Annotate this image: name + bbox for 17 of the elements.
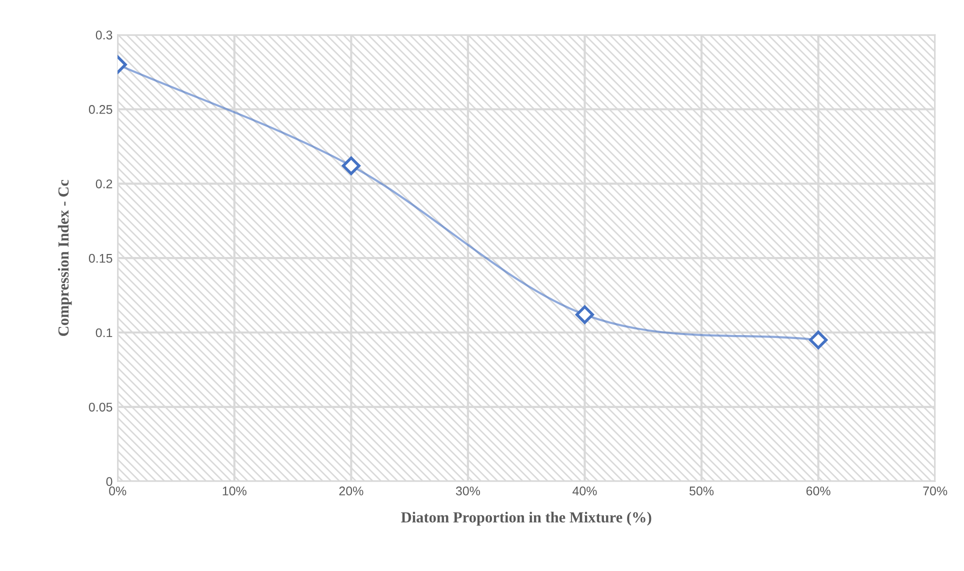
x-tick-label: 70% — [923, 486, 948, 496]
y-axis-title: Compression Index - Cc — [58, 180, 72, 336]
x-tick-label: 20% — [339, 486, 364, 496]
x-tick-label: 50% — [690, 486, 714, 496]
y-tick-label: 0.25 — [88, 105, 112, 114]
x-axis-title: Diatom Proportion in the Mixture (%) — [401, 512, 652, 526]
y-tick-label: 0.15 — [88, 254, 112, 263]
y-tick-label: 0.1 — [96, 328, 112, 338]
y-tick-label: 0.3 — [96, 30, 112, 40]
y-tick-label: 0.2 — [96, 179, 112, 188]
y-tick-label: 0.05 — [88, 402, 112, 412]
y-tick-label: 0 — [106, 477, 112, 486]
x-tick-label: 10% — [222, 486, 246, 496]
x-tick-label: 40% — [572, 486, 597, 496]
x-tick-label: 60% — [806, 486, 830, 496]
x-tick-label: 30% — [456, 486, 480, 496]
x-tick-label: 0% — [109, 486, 126, 496]
